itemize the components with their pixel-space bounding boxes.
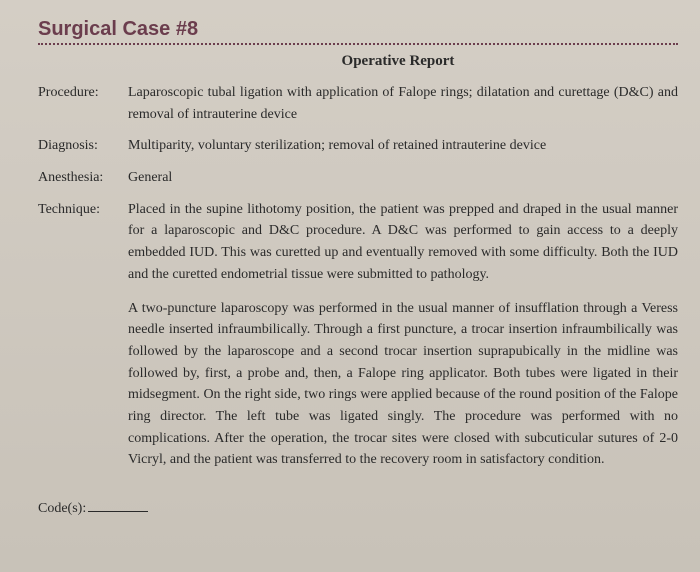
report-title: Operative Report: [118, 53, 678, 70]
dotted-divider: [38, 43, 678, 45]
diagnosis-value: Multiparity, voluntary sterilization; re…: [128, 135, 678, 157]
technique-value: Placed in the supine lithotomy position,…: [128, 199, 678, 483]
technique-para-1: Placed in the supine lithotomy position,…: [128, 199, 678, 286]
technique-row: Technique: Placed in the supine lithotom…: [38, 199, 678, 483]
procedure-row: Procedure: Laparoscopic tubal ligation w…: [38, 82, 678, 125]
codes-row: Code(s):: [38, 501, 678, 517]
procedure-value: Laparoscopic tubal ligation with applica…: [128, 82, 678, 125]
procedure-label: Procedure:: [38, 82, 128, 103]
diagnosis-row: Diagnosis: Multiparity, voluntary steril…: [38, 135, 678, 157]
anesthesia-value: General: [128, 167, 678, 189]
anesthesia-row: Anesthesia: General: [38, 167, 678, 189]
technique-label: Technique:: [38, 199, 128, 220]
anesthesia-label: Anesthesia:: [38, 167, 128, 188]
codes-label: Code(s):: [38, 501, 86, 517]
technique-para-2: A two-puncture laparoscopy was performed…: [128, 298, 678, 472]
diagnosis-label: Diagnosis:: [38, 135, 128, 156]
case-title: Surgical Case #8: [38, 18, 678, 41]
codes-blank-line: [88, 511, 148, 512]
